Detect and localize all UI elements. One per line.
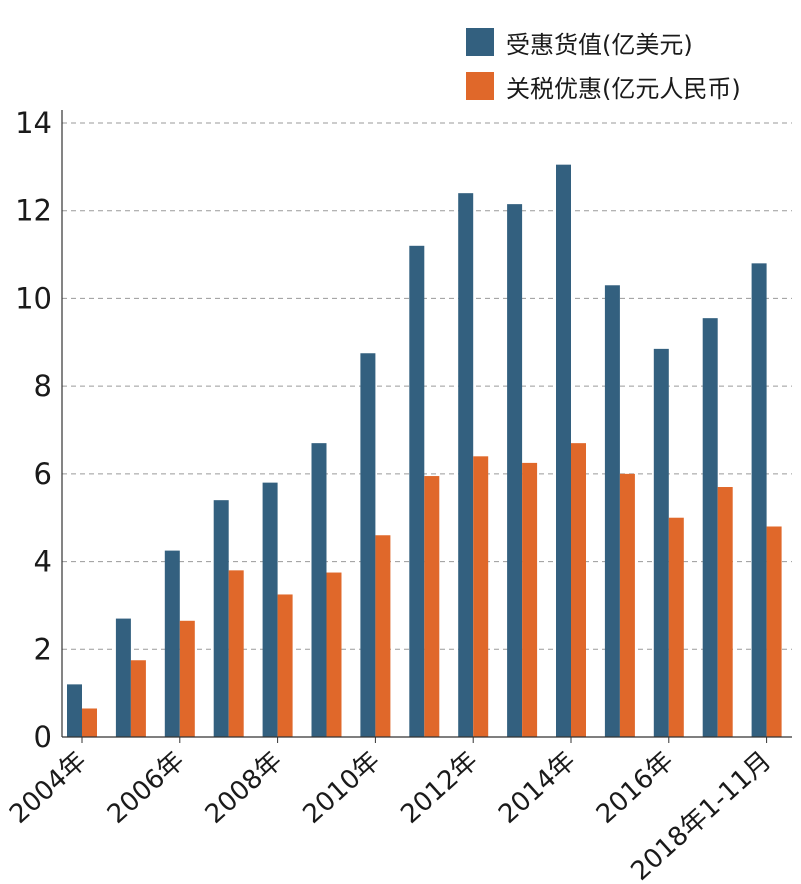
- bar-series-1: [67, 684, 82, 737]
- bar-series-2: [130, 660, 146, 737]
- bar-series-1: [360, 353, 376, 737]
- bar-series-1: [751, 263, 767, 737]
- bars: [67, 164, 782, 738]
- bar-series-2: [228, 570, 244, 737]
- bar-series-2: [522, 462, 538, 737]
- bar-series-1: [213, 500, 229, 737]
- bar-series-1: [653, 348, 669, 737]
- y-tick-label: 14: [15, 106, 52, 140]
- bar-series-2: [375, 535, 391, 737]
- x-axis-ticks: 2004年 2006年 2008年 2010年 2012年 2014年 2016年2018年…: [4, 737, 777, 884]
- y-tick-label: 6: [34, 457, 52, 491]
- bar-series-2: [326, 572, 342, 737]
- bar-series-2: [179, 620, 195, 737]
- legend: 受惠货值(亿美元) 关税优惠(亿元人民币): [466, 22, 741, 110]
- bar-series-1: [458, 193, 474, 737]
- bar-series-1: [702, 318, 718, 737]
- axes: [61, 110, 792, 738]
- bar-series-2: [766, 526, 782, 737]
- y-tick-label: 2: [34, 632, 52, 666]
- bar-series-2: [82, 708, 97, 737]
- bar-series-1: [164, 550, 180, 737]
- bar-series-1: [115, 618, 131, 737]
- bar-series-2: [619, 473, 635, 737]
- x-tick-label: 2010年: [298, 746, 387, 830]
- bar-series-2: [424, 476, 440, 737]
- bar-series-2: [571, 443, 586, 737]
- y-tick-label: 8: [34, 369, 52, 403]
- x-tick-label: 2012年: [395, 746, 484, 830]
- x-tick-label: 2016年: [591, 746, 680, 830]
- bar-series-1: [604, 285, 620, 737]
- legend-swatch-series-1: [466, 28, 494, 56]
- legend-label-series-2: 关税优惠(亿元人民币): [506, 74, 741, 103]
- y-tick-label: 4: [34, 545, 52, 579]
- x-tick-label: 2008年: [200, 746, 289, 830]
- bar-series-2: [277, 594, 293, 737]
- y-tick-label: 10: [15, 281, 52, 315]
- bar-series-1: [262, 482, 278, 737]
- bar-series-2: [668, 517, 684, 737]
- bar-series-1: [507, 204, 523, 737]
- y-tick-label: 0: [34, 720, 52, 754]
- legend-swatch-series-2: [466, 72, 494, 100]
- bar-series-1: [556, 164, 571, 737]
- legend-label-series-1: 受惠货值(亿美元): [506, 30, 693, 59]
- x-tick-label: 2004年: [4, 746, 93, 830]
- bar-series-1: [409, 245, 425, 738]
- bar-series-2: [717, 487, 733, 737]
- y-tick-label: 12: [15, 194, 52, 228]
- legend-item-series-1: 受惠货值(亿美元): [466, 22, 741, 62]
- y-axis-ticks: 0 2 4 6 8 10 12 14: [15, 106, 52, 754]
- legend-item-series-2: 关税优惠(亿元人民币): [466, 66, 741, 106]
- x-tick-label: 2014年: [493, 746, 582, 830]
- bar-series-1: [311, 443, 327, 737]
- x-tick-label: 2006年: [102, 746, 191, 830]
- bar-series-2: [473, 456, 489, 737]
